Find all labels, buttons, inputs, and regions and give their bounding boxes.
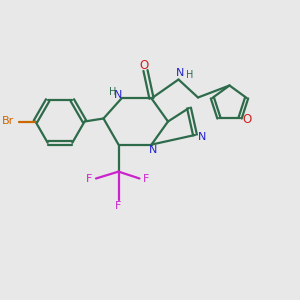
Text: H: H	[110, 87, 117, 97]
Text: F: F	[143, 173, 149, 184]
Text: O: O	[242, 113, 251, 126]
Text: H: H	[186, 70, 194, 80]
Text: F: F	[115, 201, 122, 211]
Text: O: O	[140, 58, 148, 72]
Text: N: N	[197, 131, 206, 142]
Text: N: N	[149, 145, 157, 155]
Text: F: F	[86, 173, 93, 184]
Text: N: N	[176, 68, 184, 78]
Text: N: N	[114, 90, 123, 100]
Text: Br: Br	[2, 116, 14, 127]
